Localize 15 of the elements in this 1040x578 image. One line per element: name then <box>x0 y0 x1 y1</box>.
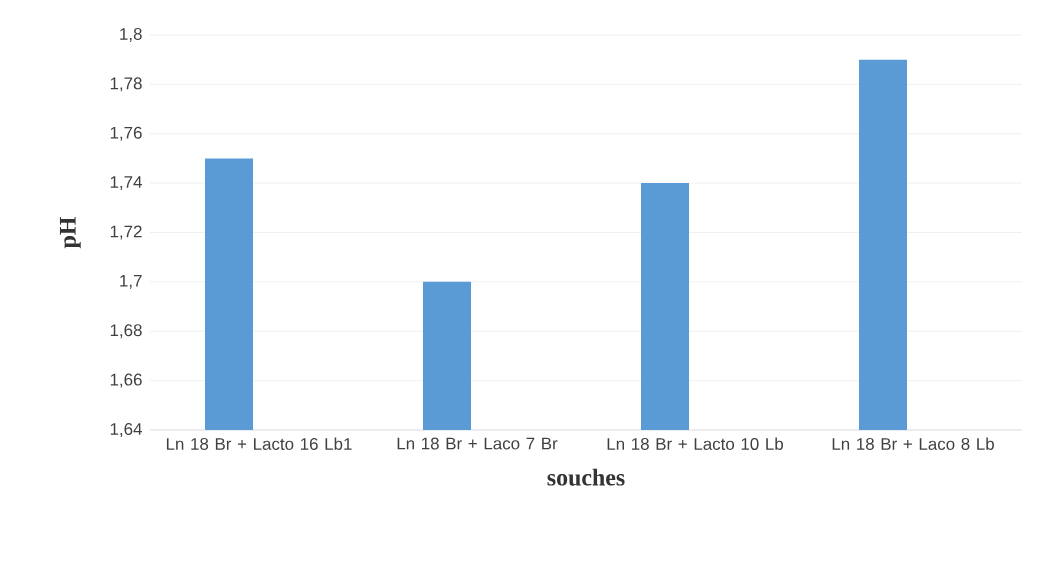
x-tick-label: Ln 18 Br + Laco 8 Lb <box>832 437 994 450</box>
x-tick-label: Ln 18 Br + Laco 7 Br <box>397 437 558 450</box>
y-tick-label: 1,72 <box>110 225 142 240</box>
y-tick-label: 1,76 <box>110 126 142 141</box>
y-tick-label: 1,68 <box>110 324 142 339</box>
x-tick-label: Ln 18 Br + Lacto 10 Lb <box>607 437 783 450</box>
y-tick-label: 1,8 <box>120 28 142 42</box>
y-tick-label: 1,64 <box>110 423 142 437</box>
y-tick-label: 1,74 <box>110 176 142 191</box>
x-axis-title: souches <box>547 468 625 486</box>
x-tick-label: Ln 18 Br + Lacto 16 Lb1 <box>166 437 352 450</box>
y-tick-label: 1,7 <box>120 274 142 289</box>
y-tick-label: 1,78 <box>110 77 142 92</box>
y-axis-title: pH <box>59 216 81 249</box>
y-tick-label: 1,66 <box>110 373 142 388</box>
